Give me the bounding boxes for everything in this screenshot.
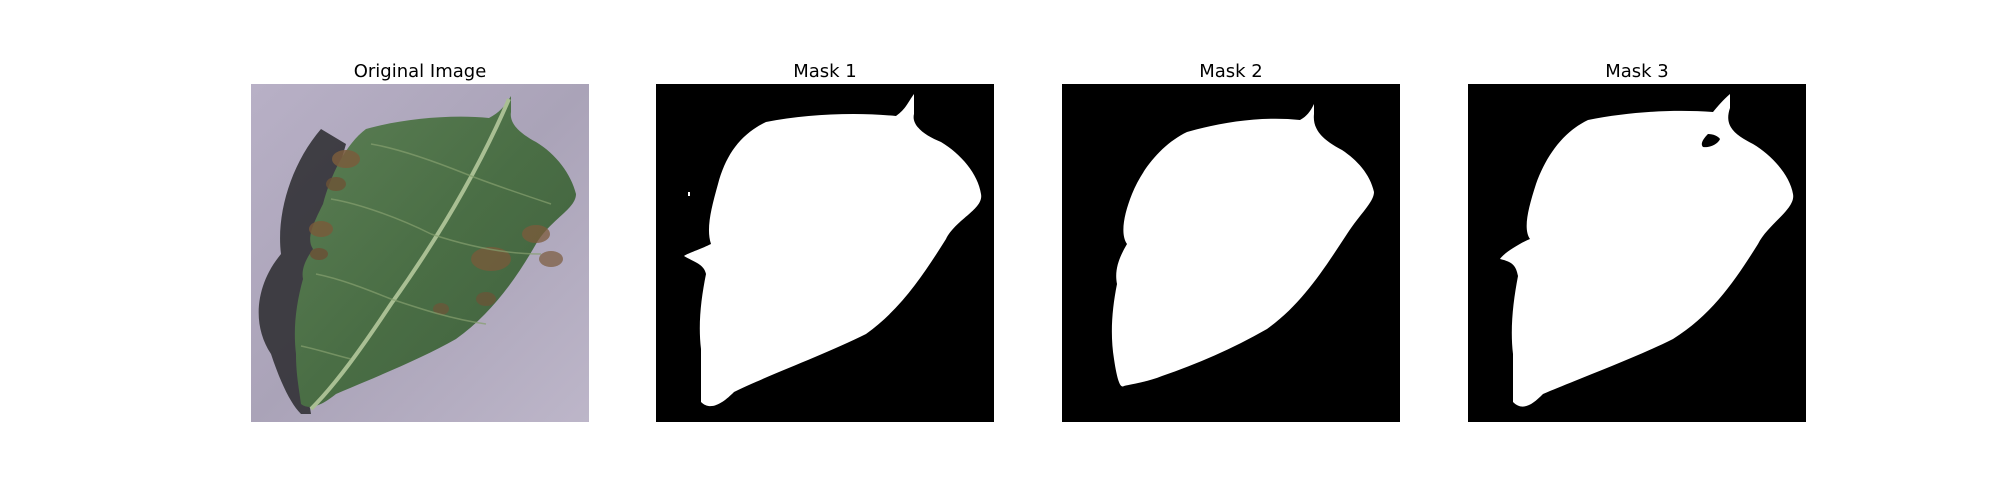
mask-1-panel: Mask 1 [656,60,994,422]
panel-title-mask-3: Mask 3 [1605,61,1669,82]
leaf [294,96,576,407]
mask-hole [1701,134,1720,148]
lesion [433,303,449,315]
lesion [310,248,328,260]
lesion [539,251,563,267]
lesion [476,292,496,306]
mask-foreground [1111,104,1374,387]
leaf-veins [300,143,552,360]
mask-foreground [1500,94,1794,407]
original-image-panel: Original Image [251,60,589,422]
mask-1-image [656,84,994,422]
lesion [309,221,333,237]
panel-title-mask-2: Mask 2 [1199,61,1263,82]
mask-speck [688,192,690,196]
lesion [326,177,346,191]
lesion [332,150,360,168]
mask-3-panel: Mask 3 [1468,60,1806,422]
leaf-photo [251,84,589,422]
leaf-midrib [309,98,511,411]
panel-title-mask-1: Mask 1 [793,61,857,82]
mask-3-image [1468,84,1806,422]
mask-2-image [1062,84,1400,422]
lesion [471,247,511,271]
panel-title-original: Original Image [353,61,487,82]
mask-foreground [684,94,982,407]
lesion [522,225,550,243]
mask-2-panel: Mask 2 [1062,60,1400,422]
